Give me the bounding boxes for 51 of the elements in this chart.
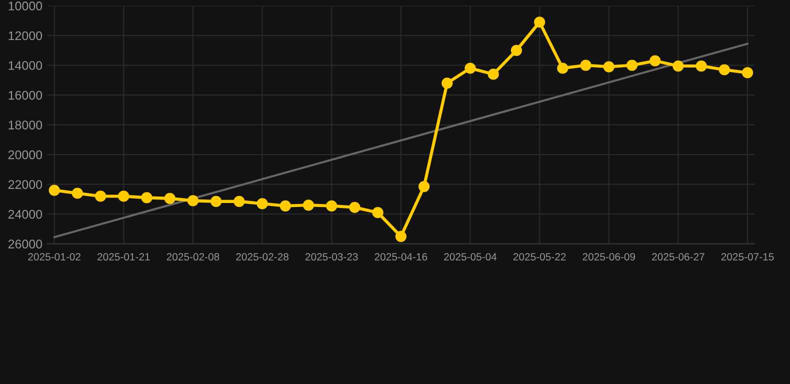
point xyxy=(742,67,754,78)
point xyxy=(118,190,130,202)
x-tick-label: 2025-07-15 xyxy=(721,253,774,261)
y-tick-label: 26000 xyxy=(8,240,42,248)
point xyxy=(302,200,314,211)
x-tick-label: 2025-01-02 xyxy=(28,253,80,261)
y-tick-label: 18000 xyxy=(8,120,42,130)
y-tick-label: 20000 xyxy=(8,150,42,160)
y-tick-label: 14000 xyxy=(8,61,42,70)
y-tick-label: 12000 xyxy=(8,31,42,40)
point xyxy=(580,60,592,71)
y-tick-label: 10000 xyxy=(8,2,42,10)
point xyxy=(488,68,499,80)
point xyxy=(210,196,222,207)
point xyxy=(48,184,60,196)
point xyxy=(626,60,638,71)
x-tick-label: 2025-03-23 xyxy=(305,253,358,261)
x-tick-label: 2025-02-08 xyxy=(166,253,220,261)
x-tick-label: 2025-02-28 xyxy=(236,253,288,261)
point xyxy=(510,44,522,56)
point xyxy=(534,16,546,28)
point xyxy=(696,60,707,72)
point xyxy=(141,192,152,204)
point xyxy=(557,62,568,74)
point xyxy=(326,200,338,212)
x-tick-label: 2025-05-04 xyxy=(444,253,497,261)
point xyxy=(72,188,83,199)
point xyxy=(349,202,360,213)
x-tick-label: 2025-04-16 xyxy=(374,253,428,261)
x-tick-label: 2025-05-22 xyxy=(513,253,566,261)
point xyxy=(464,62,476,74)
x-tick-label: 2025-06-09 xyxy=(582,253,636,261)
y-tick-label: 24000 xyxy=(8,210,42,219)
point xyxy=(164,192,176,204)
point xyxy=(650,55,661,66)
point xyxy=(418,180,430,192)
point xyxy=(372,207,384,218)
point xyxy=(280,200,291,212)
y-tick-label: 16000 xyxy=(8,90,42,100)
x-tick-label: 2025-01-21 xyxy=(98,253,150,261)
y-tick-label: 22000 xyxy=(8,180,42,189)
point xyxy=(256,198,268,210)
point xyxy=(234,196,245,207)
point xyxy=(94,190,106,202)
point xyxy=(442,78,453,89)
point xyxy=(187,195,199,206)
x-tick-label: 2025-06-27 xyxy=(652,253,704,261)
point xyxy=(672,60,684,72)
point xyxy=(603,61,614,72)
point xyxy=(718,64,730,76)
point xyxy=(395,230,406,242)
